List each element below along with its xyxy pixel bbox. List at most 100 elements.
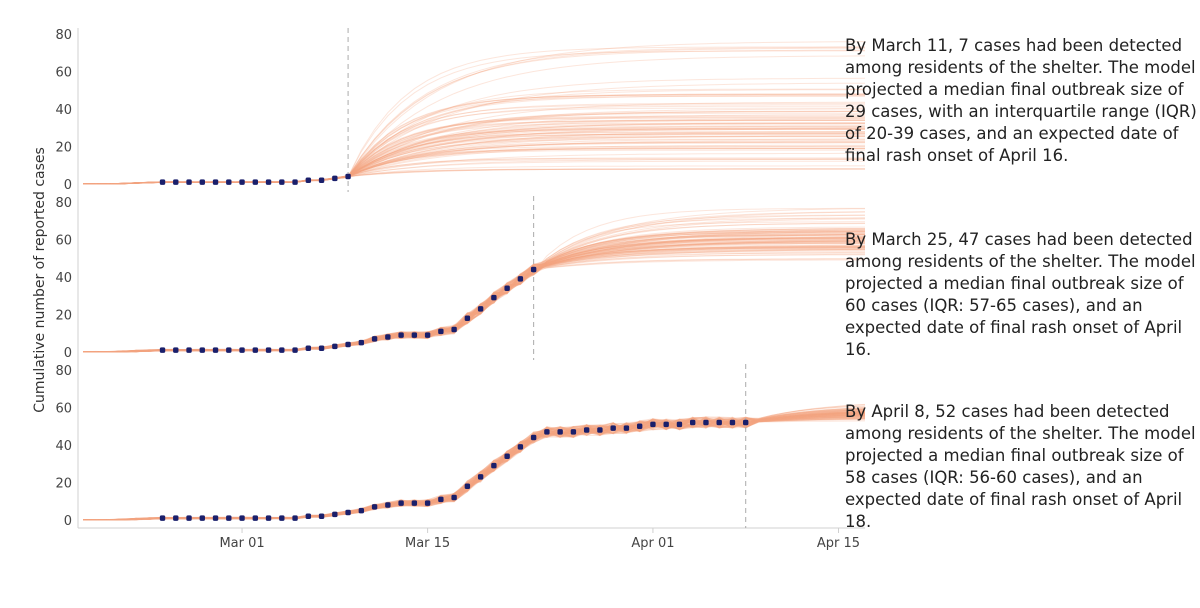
y-tick-label: 20: [55, 477, 72, 492]
observed-point: [729, 419, 736, 426]
simulation-line: [83, 247, 865, 353]
y-tick-label: 40: [55, 103, 72, 118]
simulation-line: [83, 244, 865, 353]
simulation-line: [82, 419, 866, 521]
simulation-line: [83, 417, 866, 521]
observed-point: [358, 339, 365, 346]
simulation-line: [82, 412, 866, 521]
observed-point: [226, 179, 232, 185]
simulation-line: [82, 413, 866, 521]
simulation-line: [82, 411, 866, 521]
simulation-line: [82, 413, 866, 521]
observed-point: [305, 345, 312, 351]
simulation-line: [82, 126, 865, 185]
simulation-line: [83, 236, 866, 353]
observed-point: [716, 419, 722, 426]
observed-point: [252, 515, 259, 521]
simulation-line: [83, 411, 866, 521]
simulation-line: [82, 240, 865, 353]
observed-point: [703, 419, 709, 426]
observed-point: [212, 347, 219, 353]
simulation-line: [82, 417, 866, 521]
observed-point: [159, 515, 166, 521]
observed-point: [345, 173, 351, 180]
observed-point: [385, 502, 391, 508]
simulation-line: [83, 413, 866, 521]
observed-point: [477, 474, 484, 480]
observed-point: [371, 336, 378, 342]
simulation-line: [82, 411, 866, 521]
simulation-line: [82, 241, 866, 353]
simulation-line: [83, 415, 866, 521]
observed-point: [173, 179, 179, 185]
simulation-line: [82, 245, 865, 353]
simulation-line: [82, 238, 865, 353]
observed-point: [159, 347, 166, 353]
simulation-line: [83, 416, 866, 521]
observed-point: [173, 347, 179, 353]
y-tick-label: 60: [55, 66, 72, 81]
observed-point: [530, 266, 537, 273]
simulation-line: [82, 234, 866, 353]
observed-point: [477, 306, 484, 312]
simulation-line: [82, 413, 866, 521]
observed-point: [332, 343, 338, 350]
y-tick-label: 0: [64, 178, 72, 193]
observed-point: [173, 515, 179, 521]
simulation-line: [82, 246, 865, 353]
simulation-line: [82, 411, 866, 521]
panel-3-annotation: By April 8, 52 cases had been detected a…: [845, 402, 1196, 531]
simulation-line: [82, 410, 866, 521]
simulation-line: [82, 411, 866, 521]
simulation-line: [83, 412, 866, 521]
observed-point: [451, 494, 457, 501]
simulation-line: [82, 240, 866, 353]
observed-point: [411, 332, 418, 338]
observed-point: [570, 429, 577, 435]
simulation-line: [83, 247, 865, 353]
simulation-line: [83, 239, 865, 353]
observed-point: [530, 434, 537, 441]
simulation-line: [82, 411, 866, 521]
observed-point: [279, 347, 285, 353]
observed-point: [424, 500, 431, 506]
observed-point: [186, 515, 192, 521]
simulation-line: [82, 414, 866, 521]
observed-point: [411, 500, 418, 506]
simulation-line: [82, 413, 866, 521]
x-tick-label: Mar 01: [219, 536, 264, 551]
simulation-line: [82, 414, 866, 521]
simulation-line: [82, 416, 866, 521]
observed-point: [398, 332, 404, 338]
observed-point: [623, 425, 630, 431]
simulation-line: [83, 415, 866, 521]
simulation-line: [82, 249, 866, 353]
observed-point: [743, 419, 749, 426]
observed-point: [159, 179, 166, 185]
simulation-line: [82, 412, 866, 521]
simulation-line: [82, 244, 865, 353]
simulation-line: [83, 248, 866, 353]
observed-point: [650, 421, 656, 428]
simulation-line: [83, 413, 866, 521]
simulation-line: [82, 239, 866, 353]
simulation-line: [82, 259, 866, 353]
observed-point: [345, 509, 351, 516]
observed-point: [332, 511, 338, 518]
observed-point: [491, 462, 497, 469]
observed-point: [279, 179, 285, 185]
observed-cases: [159, 173, 749, 521]
x-tick-label: Mar 15: [405, 536, 450, 551]
simulation-line: [82, 413, 866, 521]
simulation-line: [82, 412, 866, 521]
simulation-line: [82, 239, 865, 353]
simulation-line: [82, 241, 865, 353]
observed-point: [663, 421, 669, 428]
observed-point: [544, 429, 550, 435]
simulation-line: [83, 414, 866, 521]
simulation-line: [82, 241, 865, 353]
simulation-line: [82, 246, 866, 353]
y-tick-label: 60: [55, 402, 72, 417]
simulation-line: [83, 248, 866, 353]
simulation-line: [82, 240, 865, 353]
